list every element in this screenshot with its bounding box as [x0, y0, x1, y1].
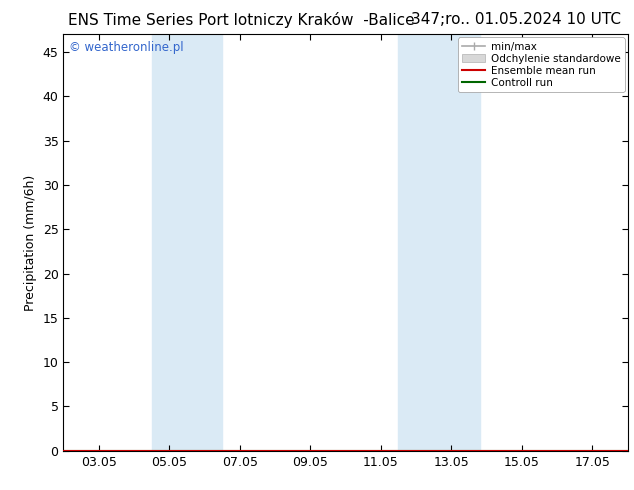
- Legend: min/max, Odchylenie standardowe, Ensemble mean run, Controll run: min/max, Odchylenie standardowe, Ensembl…: [458, 37, 624, 92]
- Bar: [152, 34, 222, 451]
- Text: 347;ro.. 01.05.2024 10 UTC: 347;ro.. 01.05.2024 10 UTC: [411, 12, 621, 27]
- Text: ENS Time Series Port lotniczy Kraków  -Balice: ENS Time Series Port lotniczy Kraków -Ba…: [68, 12, 414, 28]
- Text: © weatheronline.pl: © weatheronline.pl: [69, 41, 184, 53]
- Bar: [398, 34, 479, 451]
- Y-axis label: Precipitation (mm/6h): Precipitation (mm/6h): [24, 174, 37, 311]
